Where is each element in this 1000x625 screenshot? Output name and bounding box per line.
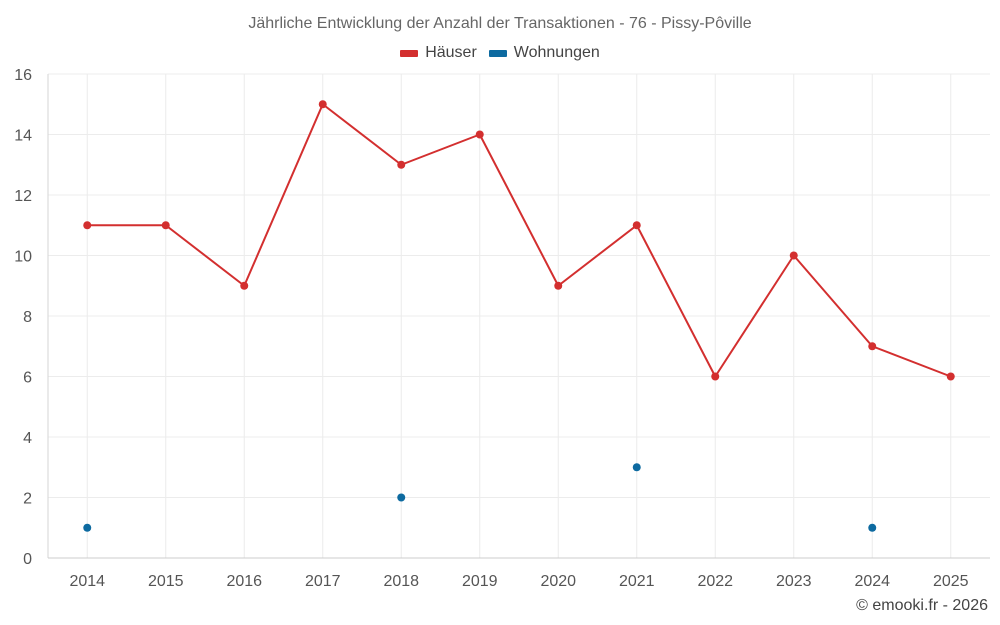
data-point-haeuser (475, 130, 484, 139)
x-tick-label: 2016 (226, 573, 262, 590)
y-tick-label: 10 (14, 249, 32, 266)
legend-item-haeuser[interactable]: Häuser (400, 44, 477, 62)
legend-swatch-wohnungen (488, 49, 507, 57)
data-point-wohnungen (632, 463, 641, 472)
legend-label-wohnungen: Wohnungen (513, 44, 600, 61)
data-point-haeuser (83, 221, 92, 230)
data-point-wohnungen (397, 493, 406, 502)
x-tick-label: 2020 (540, 573, 576, 590)
x-tick-label: 2018 (383, 573, 419, 590)
y-tick-label: 4 (23, 430, 32, 447)
y-tick-label: 6 (23, 370, 32, 387)
y-tick-label: 0 (23, 551, 32, 568)
x-tick-label: 2017 (305, 573, 341, 590)
data-point-haeuser (868, 342, 877, 351)
data-point-haeuser (240, 281, 249, 290)
y-tick-label: 14 (14, 128, 32, 145)
data-point-wohnungen (83, 523, 92, 532)
x-tick-label: 2021 (619, 573, 655, 590)
y-tick-label: 12 (14, 188, 32, 205)
data-point-haeuser (632, 221, 641, 230)
x-tick-label: 2025 (933, 573, 969, 590)
data-point-haeuser (161, 221, 170, 230)
x-tick-label: 2014 (69, 573, 105, 590)
data-point-haeuser (946, 372, 955, 381)
legend-item-wohnungen[interactable]: Wohnungen (488, 44, 600, 62)
data-point-haeuser (711, 372, 720, 381)
chart-title: Jährliche Entwicklung der Anzahl der Tra… (248, 15, 752, 32)
legend-swatch-haeuser (400, 49, 419, 57)
y-tick-label: 16 (14, 67, 32, 84)
legend-label-haeuser: Häuser (425, 44, 477, 61)
data-point-haeuser (318, 100, 327, 109)
chart-legend: Häuser Wohnungen (0, 44, 1000, 62)
series-line-haeuser (87, 103, 952, 378)
data-point-wohnungen (868, 523, 877, 532)
credit-text: © emooki.fr - 2026 (856, 597, 988, 614)
x-tick-label: 2024 (854, 573, 890, 590)
x-tick-label: 2019 (462, 573, 498, 590)
data-point-haeuser (397, 160, 406, 169)
x-tick-label: 2022 (697, 573, 733, 590)
data-point-haeuser (789, 251, 798, 260)
y-tick-label: 2 (23, 491, 32, 508)
x-tick-label: 2023 (776, 573, 812, 590)
y-tick-label: 8 (23, 309, 32, 326)
data-point-haeuser (554, 281, 563, 290)
x-tick-label: 2015 (148, 573, 184, 590)
